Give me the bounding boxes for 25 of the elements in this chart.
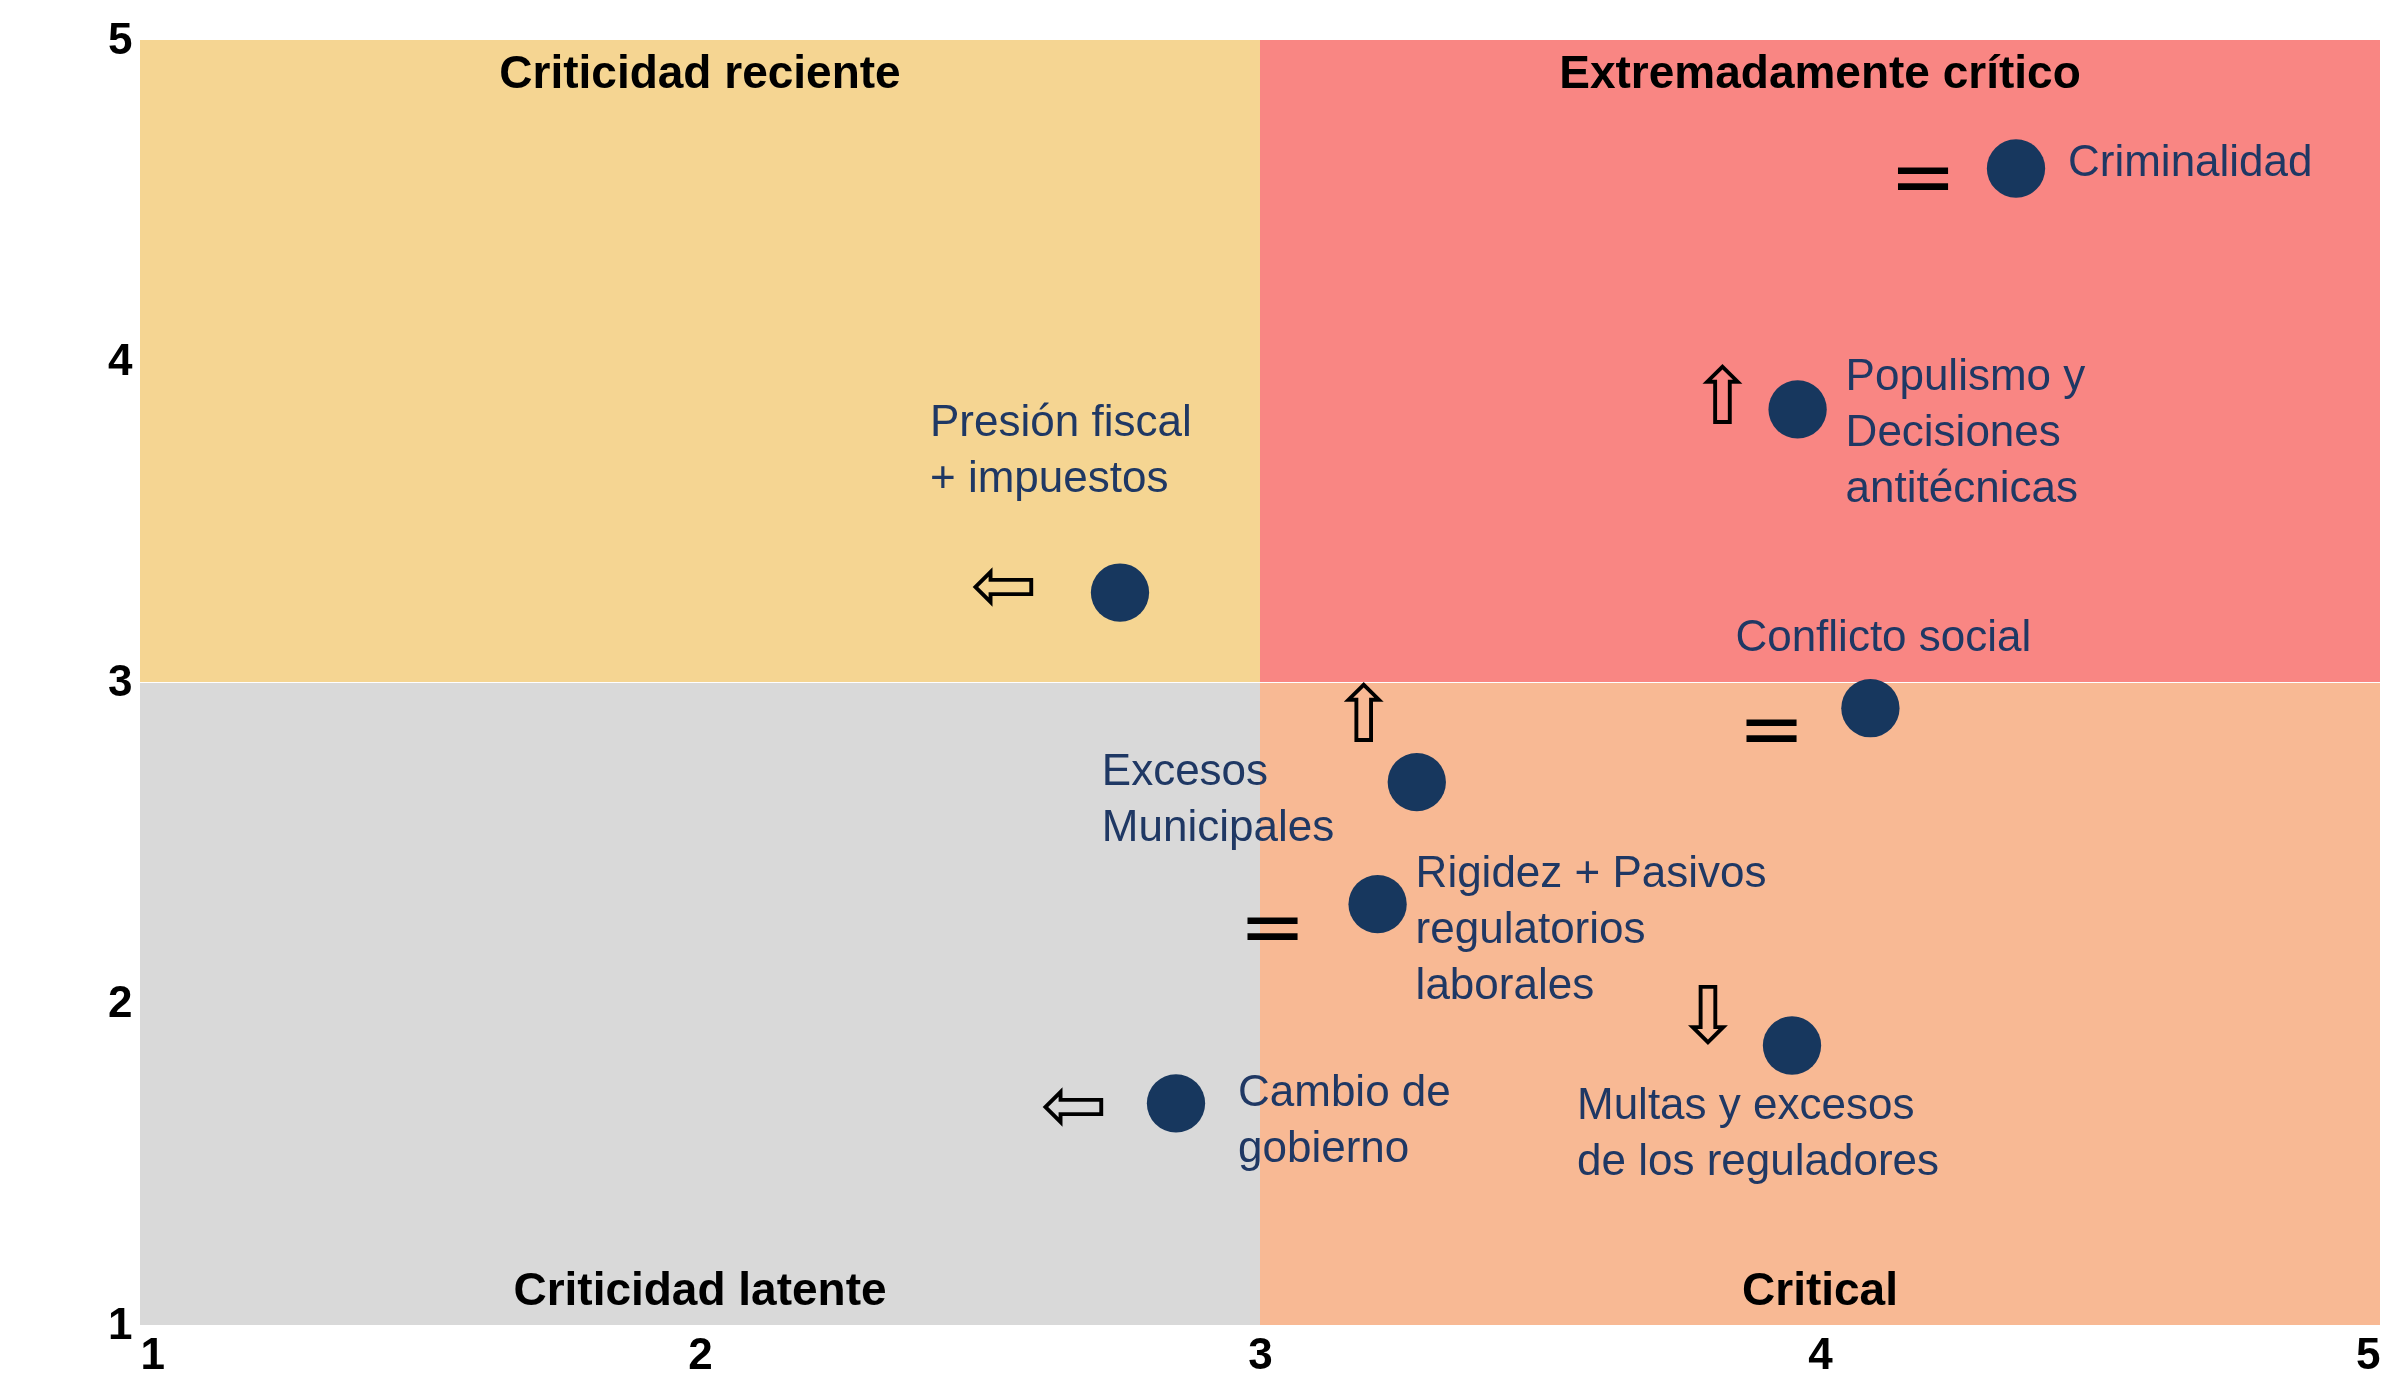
x-tick-label: 1: [140, 1328, 165, 1378]
y-tick-label: 2: [108, 977, 133, 1027]
x-tick-label: 3: [1248, 1328, 1273, 1378]
annotation: ⇦: [970, 537, 1038, 631]
annotation: =: [1239, 880, 1307, 974]
annotation: Presión fiscal + impuestos: [930, 395, 1192, 501]
y-tick-label: 3: [108, 656, 133, 705]
y-tick-label: 5: [108, 13, 133, 63]
x-tick-label: 2: [688, 1328, 713, 1378]
band-label: Criticidad latente: [513, 1263, 887, 1315]
annotation: Criminalidad: [2068, 135, 2313, 185]
x-tick-label: 4: [1808, 1328, 1834, 1378]
x-tick-label: 5: [2356, 1328, 2381, 1378]
y-tick-label: 4: [108, 334, 134, 384]
annotation: Cambio de gobierno: [1238, 1066, 1451, 1172]
band-label: Extremadamente crítico: [1559, 46, 2081, 98]
annotation: ⇦: [1040, 1058, 1108, 1152]
band-label: Criticidad reciente: [499, 46, 901, 98]
annotation: ⇧: [1689, 350, 1757, 444]
band-label: Critical: [1742, 1263, 1898, 1315]
annotation: Multas y excesos de los reguladores: [1577, 1078, 1940, 1184]
annotation: Populismo y Decisiones antitécnicas: [1845, 350, 2086, 512]
annotation: =: [1737, 682, 1805, 776]
annotation: Conflicto social: [1735, 611, 2032, 661]
annotation: =: [1889, 129, 1957, 223]
